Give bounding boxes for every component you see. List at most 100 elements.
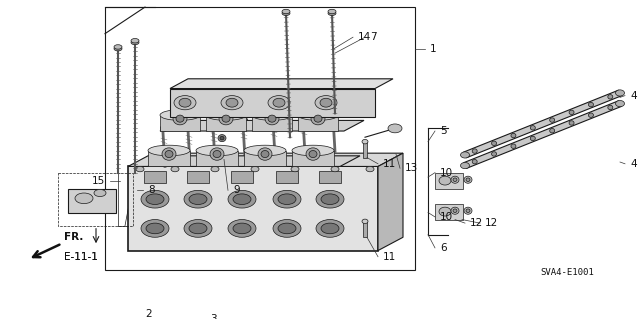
Ellipse shape [184,219,212,237]
Ellipse shape [146,223,164,234]
Ellipse shape [292,145,334,156]
Ellipse shape [608,105,613,110]
Polygon shape [160,115,200,131]
Ellipse shape [550,118,555,122]
Bar [68,189,116,213]
Ellipse shape [173,112,187,125]
Text: 8: 8 [148,185,155,195]
Ellipse shape [616,100,625,107]
Ellipse shape [268,115,276,122]
Text: 4: 4 [630,159,637,169]
Text: 5: 5 [440,126,447,136]
Ellipse shape [189,223,207,234]
Bar [435,173,463,189]
Ellipse shape [278,194,296,204]
Ellipse shape [206,110,246,120]
Ellipse shape [141,219,169,237]
Ellipse shape [315,96,337,110]
Ellipse shape [136,167,144,172]
Ellipse shape [186,124,193,129]
Ellipse shape [439,176,451,185]
Text: 12: 12 [470,218,483,228]
Text: 2: 2 [145,309,152,319]
Ellipse shape [222,115,230,122]
Ellipse shape [213,151,221,158]
Polygon shape [206,115,246,131]
Ellipse shape [278,223,296,234]
Text: 14: 14 [358,32,371,42]
Ellipse shape [252,110,292,120]
Bar [144,171,166,183]
Ellipse shape [176,115,184,122]
Polygon shape [128,153,403,167]
Ellipse shape [461,152,470,158]
Ellipse shape [309,151,317,158]
Ellipse shape [321,223,339,234]
Text: 10: 10 [440,168,453,178]
Polygon shape [292,151,334,167]
Ellipse shape [233,223,251,234]
Ellipse shape [174,96,196,110]
Ellipse shape [211,120,218,124]
Ellipse shape [268,96,290,110]
Polygon shape [244,151,286,167]
Text: 4: 4 [630,91,637,100]
Ellipse shape [531,136,535,141]
Polygon shape [252,115,292,131]
Ellipse shape [179,98,191,107]
Ellipse shape [131,40,139,45]
Ellipse shape [321,194,339,204]
Ellipse shape [221,96,243,110]
Ellipse shape [162,148,176,160]
Ellipse shape [311,112,325,125]
Polygon shape [160,120,364,131]
Ellipse shape [511,133,516,138]
Text: 6: 6 [440,243,447,253]
Ellipse shape [184,190,212,208]
Polygon shape [148,151,190,167]
Ellipse shape [114,45,122,49]
Bar [170,89,375,117]
Text: 10: 10 [440,212,453,222]
Ellipse shape [148,145,190,156]
Text: 9: 9 [233,185,239,195]
Ellipse shape [171,167,179,172]
Text: 11: 11 [383,252,396,262]
Ellipse shape [161,126,168,129]
Ellipse shape [511,144,516,148]
Ellipse shape [211,167,219,172]
Ellipse shape [316,190,344,208]
Ellipse shape [330,112,337,116]
Ellipse shape [273,190,301,208]
Ellipse shape [228,190,256,208]
Polygon shape [463,101,621,168]
Ellipse shape [362,139,368,144]
Ellipse shape [273,219,301,237]
Ellipse shape [466,209,470,212]
Ellipse shape [550,129,555,133]
Ellipse shape [453,178,457,182]
Ellipse shape [314,115,322,122]
Polygon shape [298,115,338,131]
Ellipse shape [218,135,226,142]
Polygon shape [170,79,393,89]
Bar [231,171,253,183]
Polygon shape [196,151,238,167]
Ellipse shape [165,151,173,158]
Ellipse shape [241,118,248,121]
Text: 15: 15 [92,176,105,187]
Bar [363,142,367,158]
Ellipse shape [251,167,259,172]
Ellipse shape [161,127,168,131]
Bar [128,167,378,250]
Ellipse shape [131,39,139,43]
Bar [58,173,133,226]
Bar [435,204,463,219]
Ellipse shape [271,116,278,121]
Ellipse shape [569,121,574,125]
Ellipse shape [94,189,106,197]
Ellipse shape [451,176,459,183]
Ellipse shape [362,219,368,224]
Bar [276,171,298,183]
Ellipse shape [330,111,337,114]
